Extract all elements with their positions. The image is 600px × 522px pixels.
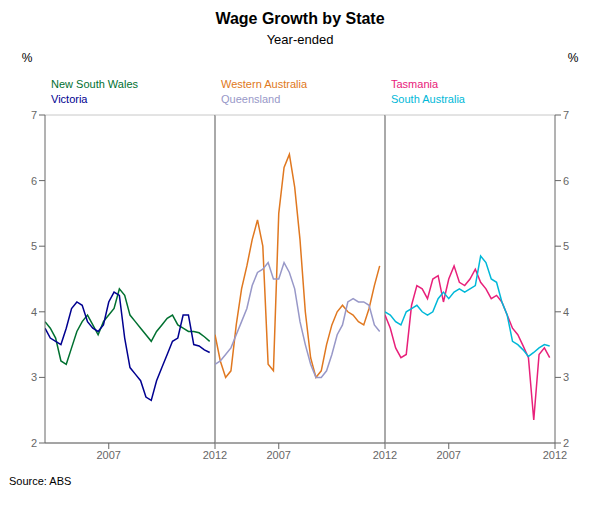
svg-text:2007: 2007 xyxy=(267,449,291,461)
svg-text:3: 3 xyxy=(31,371,37,383)
html-text:Victoria: Victoria xyxy=(51,93,88,105)
svg-text:6: 6 xyxy=(563,175,569,187)
svg-text:2007: 2007 xyxy=(97,449,121,461)
svg-text:4: 4 xyxy=(31,306,37,318)
svg-text:7: 7 xyxy=(563,109,569,121)
html-text:New South Wales: New South Wales xyxy=(51,78,138,90)
html-text:Western Australia: Western Australia xyxy=(221,78,307,90)
svg-text:6: 6 xyxy=(31,175,37,187)
svg-text:2: 2 xyxy=(563,437,569,449)
html-text:Queensland: Queensland xyxy=(221,93,281,105)
svg-text:2012: 2012 xyxy=(203,449,227,461)
svg-text:2012: 2012 xyxy=(373,449,397,461)
svg-text:5: 5 xyxy=(563,240,569,252)
svg-text:3: 3 xyxy=(563,371,569,383)
svg-text:7: 7 xyxy=(31,109,37,121)
html-text:Source: ABS: Source: ABS xyxy=(9,475,72,487)
svg-text:4: 4 xyxy=(563,306,569,318)
svg-text:5: 5 xyxy=(31,240,37,252)
svg-text:2012: 2012 xyxy=(543,449,567,461)
html-text:South Australia: South Australia xyxy=(391,93,465,105)
svg-text:2: 2 xyxy=(31,437,37,449)
html-text:Tasmania: Tasmania xyxy=(391,78,439,90)
html-text:Year-ended: Year-ended xyxy=(266,32,334,47)
svg-text:2007: 2007 xyxy=(437,449,461,461)
html-text:Wage Growth by State: Wage Growth by State xyxy=(215,10,385,27)
